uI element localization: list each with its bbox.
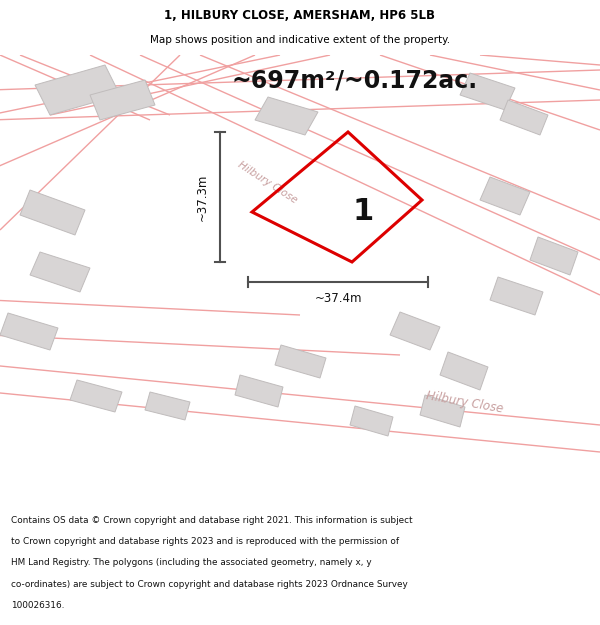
Text: ~37.4m: ~37.4m [314, 291, 362, 304]
Polygon shape [145, 392, 190, 420]
Polygon shape [490, 277, 543, 315]
Polygon shape [420, 395, 465, 427]
Polygon shape [390, 312, 440, 350]
Text: ~697m²/~0.172ac.: ~697m²/~0.172ac. [232, 68, 478, 92]
Text: HM Land Registry. The polygons (including the associated geometry, namely x, y: HM Land Registry. The polygons (includin… [11, 558, 371, 568]
Polygon shape [70, 380, 122, 412]
Text: Map shows position and indicative extent of the property.: Map shows position and indicative extent… [150, 34, 450, 44]
Text: to Crown copyright and database rights 2023 and is reproduced with the permissio: to Crown copyright and database rights 2… [11, 537, 399, 546]
Text: Hilbury Close: Hilbury Close [236, 159, 299, 205]
Polygon shape [350, 406, 393, 436]
Polygon shape [0, 313, 58, 350]
Polygon shape [20, 190, 85, 235]
Polygon shape [440, 352, 488, 390]
Text: 100026316.: 100026316. [11, 601, 64, 610]
Polygon shape [275, 345, 326, 378]
Polygon shape [255, 97, 318, 135]
Polygon shape [530, 237, 578, 275]
Text: ~37.3m: ~37.3m [196, 173, 209, 221]
Polygon shape [460, 73, 515, 110]
Text: 1: 1 [353, 197, 374, 226]
Polygon shape [35, 65, 120, 115]
Text: 1, HILBURY CLOSE, AMERSHAM, HP6 5LB: 1, HILBURY CLOSE, AMERSHAM, HP6 5LB [164, 9, 436, 22]
Polygon shape [90, 80, 155, 120]
Text: Hilbury Close: Hilbury Close [425, 389, 505, 415]
Text: Contains OS data © Crown copyright and database right 2021. This information is : Contains OS data © Crown copyright and d… [11, 516, 412, 525]
Polygon shape [480, 177, 530, 215]
Polygon shape [500, 100, 548, 135]
Polygon shape [30, 252, 90, 292]
Text: co-ordinates) are subject to Crown copyright and database rights 2023 Ordnance S: co-ordinates) are subject to Crown copyr… [11, 579, 407, 589]
Polygon shape [235, 375, 283, 407]
